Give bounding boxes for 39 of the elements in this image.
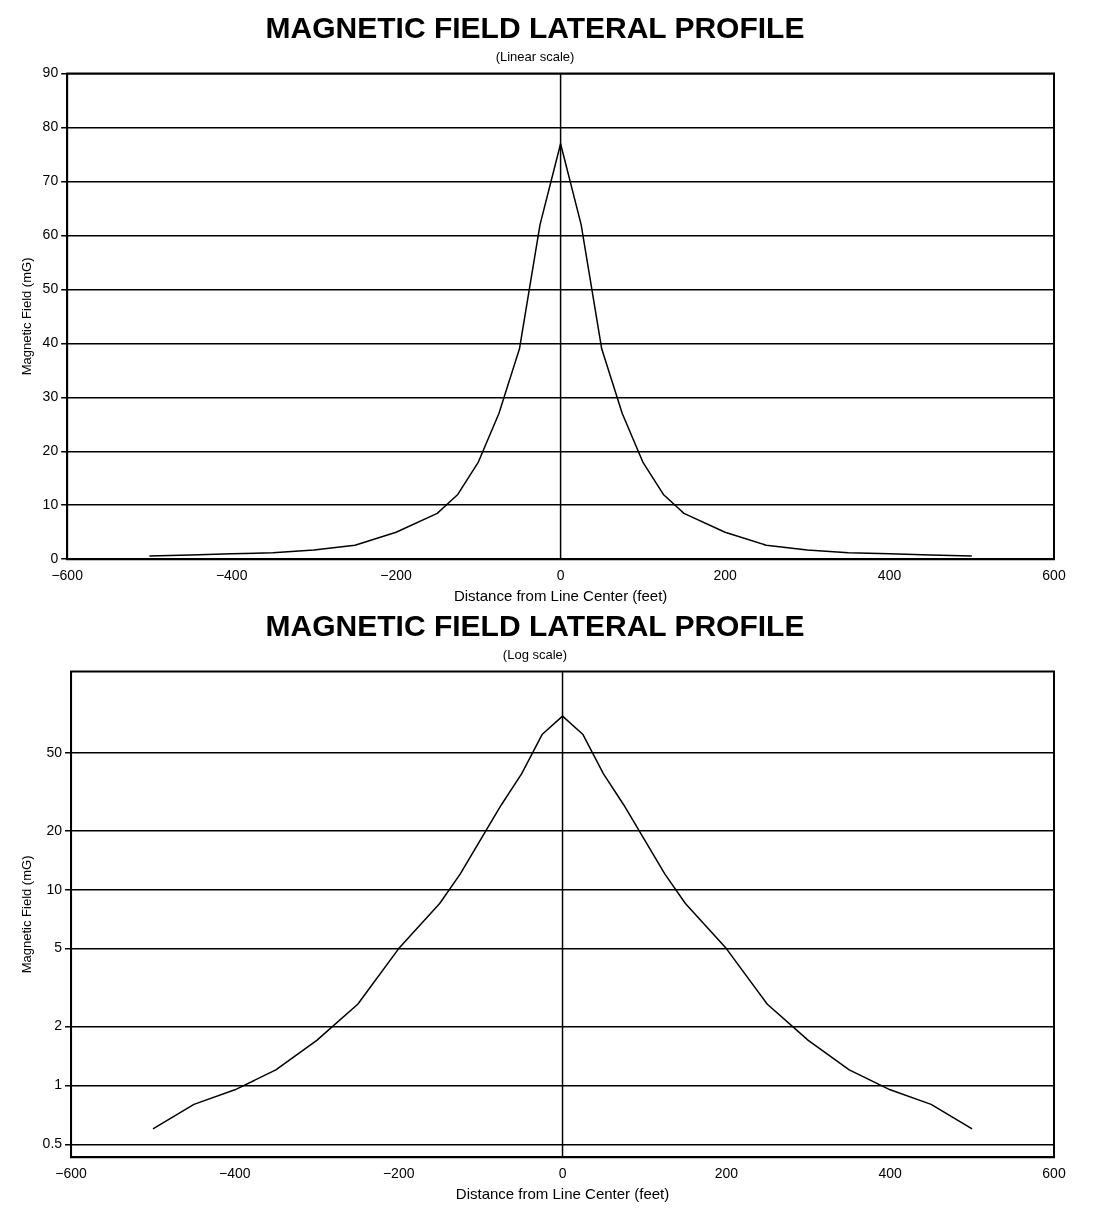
x-tick-label: 400 [878, 1165, 903, 1182]
chart-subtitle: (Linear scale) [495, 49, 575, 65]
x-tick-label: 200 [713, 567, 737, 584]
y-tick-label: 50 [42, 280, 59, 297]
y-tick-label: 2 [54, 1017, 63, 1034]
y-tick-label: 5 [54, 939, 63, 956]
y-tick-label: 50 [46, 743, 63, 760]
x-tick-label: 200 [714, 1165, 739, 1182]
y-tick-label: 70 [42, 172, 59, 189]
chart-title: MAGNETIC FIELD LATERAL PROFILE [265, 11, 805, 45]
y-tick-label: 80 [42, 118, 59, 135]
x-tick-label: −600 [51, 567, 84, 584]
x-tick-label: −200 [382, 1165, 415, 1182]
chart-subtitle: (Log scale) [502, 647, 568, 663]
y-tick-label: 10 [46, 880, 63, 897]
y-tick-label: 10 [42, 496, 59, 513]
x-tick-label: −200 [380, 567, 413, 584]
x-tick-label: −600 [55, 1165, 88, 1182]
x-axis-title: Distance from Line Center (feet) [455, 1185, 670, 1203]
x-tick-label: 0 [556, 567, 565, 584]
y-tick-label: 0 [50, 550, 59, 567]
y-axis-title: Magnetic Field (mG) [19, 257, 35, 376]
y-axis-title: Magnetic Field (mG) [19, 855, 35, 974]
y-tick-label: 90 [42, 64, 59, 81]
x-tick-label: −400 [215, 567, 248, 584]
y-tick-label: 20 [46, 821, 63, 838]
y-tick-label: 1 [54, 1076, 63, 1093]
y-tick-label: 30 [42, 388, 59, 405]
x-tick-label: 0 [558, 1165, 567, 1182]
y-tick-label: 20 [42, 442, 59, 459]
x-tick-label: 600 [1042, 567, 1066, 584]
y-tick-label: 0.5 [42, 1135, 63, 1152]
x-tick-label: −400 [219, 1165, 251, 1182]
y-tick-label: 60 [42, 226, 59, 243]
chart-title: MAGNETIC FIELD LATERAL PROFILE [265, 609, 805, 643]
x-tick-label: 400 [877, 567, 902, 584]
x-axis-title: Distance from Line Center (feet) [453, 587, 668, 605]
x-tick-label: 600 [1042, 1165, 1066, 1182]
y-tick-label: 40 [42, 334, 59, 351]
